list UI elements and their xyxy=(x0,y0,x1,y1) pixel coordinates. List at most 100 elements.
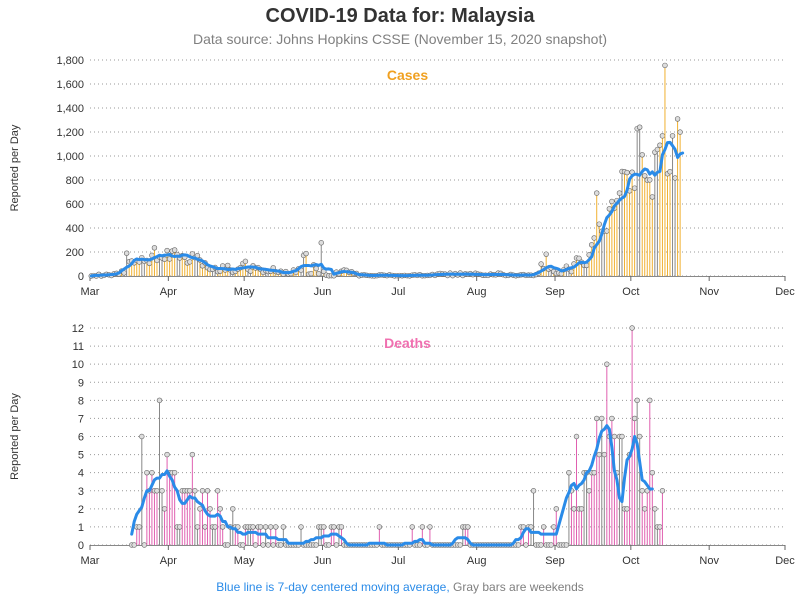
daily-point xyxy=(326,542,332,548)
daily-point xyxy=(639,152,645,158)
y-tick-label: 600 xyxy=(66,199,84,211)
daily-point xyxy=(624,169,630,176)
daily-point xyxy=(596,221,602,227)
daily-point xyxy=(265,542,271,548)
moving-average-line xyxy=(130,424,654,547)
daily-point xyxy=(250,524,256,530)
y-tick-label: 0 xyxy=(78,271,84,283)
daily-point xyxy=(189,451,196,458)
page-title: COVID-19 Data for: Malaysia xyxy=(265,5,535,27)
daily-point xyxy=(151,245,158,251)
daily-point xyxy=(154,488,160,494)
x-tick-label: Sep xyxy=(545,286,565,298)
daily-point xyxy=(642,506,648,512)
x-tick-label: May xyxy=(234,555,255,567)
y-tick-label: 800 xyxy=(66,175,84,187)
daily-point xyxy=(136,524,142,530)
y-tick-label: 4 xyxy=(78,468,84,480)
daily-point xyxy=(219,524,226,530)
daily-point xyxy=(576,255,582,262)
daily-point xyxy=(316,271,322,277)
daily-point xyxy=(164,247,170,254)
daily-point xyxy=(159,488,165,494)
daily-point xyxy=(596,451,602,458)
daily-point xyxy=(659,488,666,494)
daily-point xyxy=(242,258,249,265)
daily-point xyxy=(563,542,570,548)
daily-point xyxy=(611,433,618,440)
daily-point xyxy=(123,250,130,256)
daily-point xyxy=(604,228,610,234)
daily-point xyxy=(599,415,605,422)
daily-point xyxy=(629,325,635,331)
daily-point xyxy=(667,169,673,175)
x-tick-label: May xyxy=(234,286,255,298)
y-tick-label: 5 xyxy=(78,450,84,462)
x-tick-label: Jun xyxy=(314,286,332,298)
daily-point xyxy=(591,469,597,476)
daily-point xyxy=(313,265,319,272)
y-axis-label: Reported per Day xyxy=(9,393,21,480)
daily-point xyxy=(207,506,213,512)
panel-title: Deaths xyxy=(384,335,431,351)
page-subtitle: Data source: Johns Hopkins CSSE (Novembe… xyxy=(193,31,607,47)
daily-point xyxy=(591,235,597,241)
x-tick-label: Mar xyxy=(81,286,100,298)
daily-point xyxy=(278,542,284,548)
y-tick-label: 2 xyxy=(78,504,84,516)
daily-point xyxy=(571,506,577,512)
daily-point xyxy=(321,524,327,530)
daily-point xyxy=(594,190,600,196)
y-tick-label: 12 xyxy=(72,323,84,335)
daily-point xyxy=(144,469,150,476)
panel-title: Cases xyxy=(387,67,428,83)
daily-point xyxy=(523,542,529,548)
daily-point xyxy=(551,524,557,530)
daily-point xyxy=(161,256,168,262)
daily-point xyxy=(553,506,559,512)
daily-point xyxy=(566,469,572,476)
daily-point xyxy=(217,506,223,512)
daily-point xyxy=(298,524,304,530)
daily-point xyxy=(149,469,155,476)
daily-point xyxy=(212,524,218,530)
daily-point xyxy=(164,451,170,458)
daily-point xyxy=(409,524,415,530)
daily-point xyxy=(636,433,643,440)
daily-point xyxy=(338,524,345,530)
footer-weekend-note: Gray bars are weekends xyxy=(453,580,584,594)
daily-point xyxy=(308,270,314,277)
x-tick-label: Jun xyxy=(314,555,332,567)
daily-point xyxy=(141,542,148,548)
daily-point xyxy=(609,198,615,205)
x-tick-label: Nov xyxy=(699,555,719,567)
daily-point xyxy=(247,268,254,274)
x-tick-label: Apr xyxy=(160,286,177,298)
daily-point xyxy=(303,250,309,257)
y-tick-label: 11 xyxy=(73,341,84,353)
daily-point xyxy=(187,488,193,494)
daily-point xyxy=(662,62,668,69)
y-tick-label: 1,800 xyxy=(56,55,84,67)
daily-point xyxy=(252,542,259,548)
x-tick-label: Apr xyxy=(160,555,177,567)
daily-point xyxy=(654,146,661,153)
daily-point xyxy=(268,524,274,530)
daily-point xyxy=(631,415,638,422)
daily-point xyxy=(601,451,607,458)
daily-point xyxy=(674,116,681,122)
daily-point xyxy=(624,506,630,512)
daily-point xyxy=(419,524,426,530)
daily-point xyxy=(540,524,547,530)
daily-point xyxy=(204,488,211,494)
y-axis-label: Reported per Day xyxy=(9,124,21,211)
x-tick-label: Dec xyxy=(775,555,795,567)
daily-point xyxy=(568,268,575,275)
y-tick-label: 10 xyxy=(72,359,84,371)
y-tick-label: 8 xyxy=(78,395,84,407)
daily-point xyxy=(161,506,168,512)
daily-point xyxy=(639,488,645,494)
daily-point xyxy=(659,133,666,139)
